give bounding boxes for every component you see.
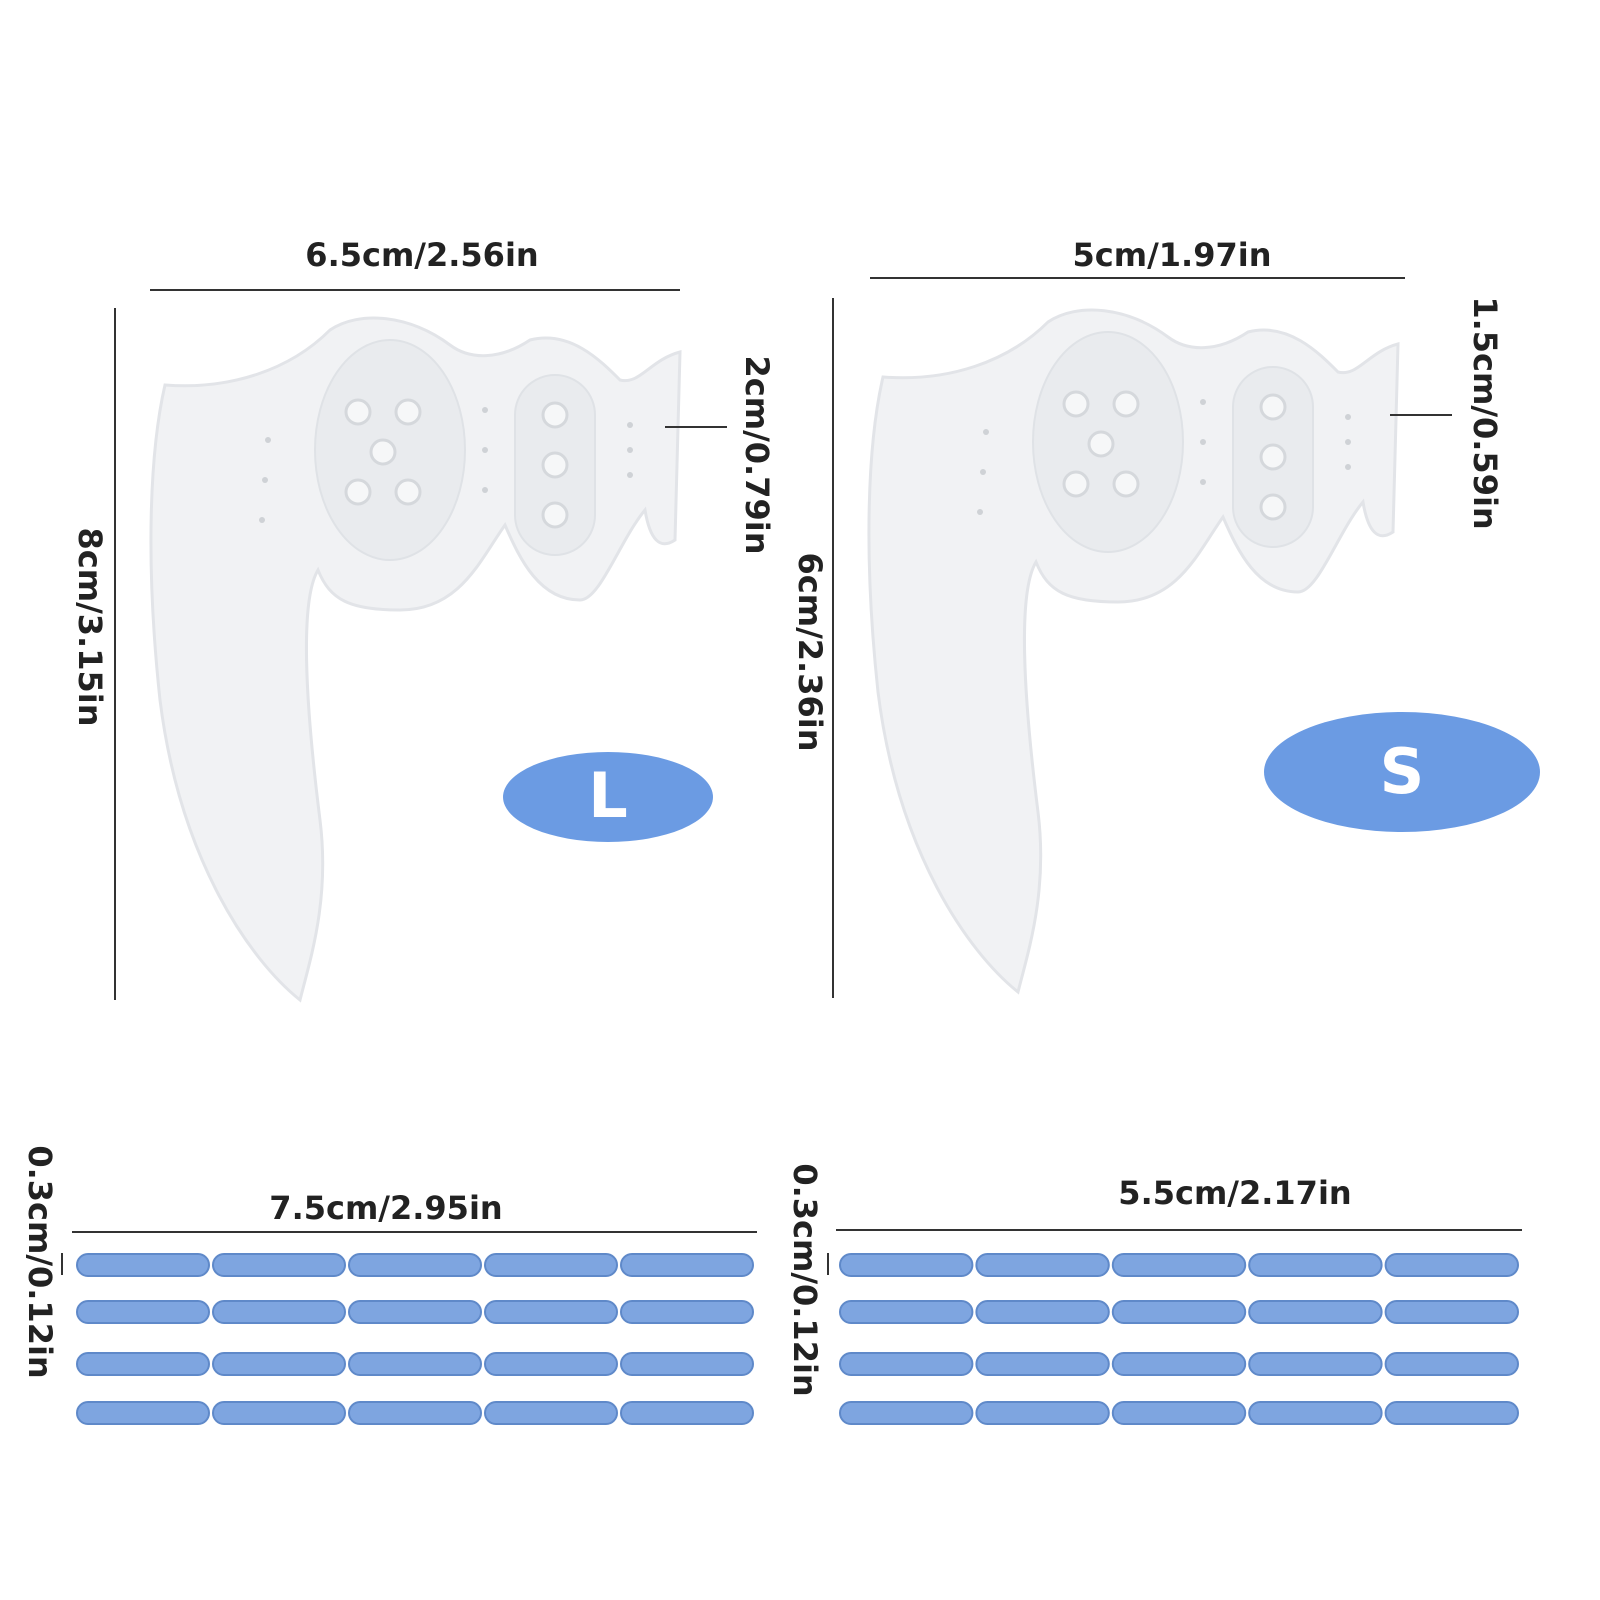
rod-segment — [1384, 1352, 1519, 1376]
rod-segment — [348, 1300, 482, 1324]
rod-segment — [348, 1253, 482, 1277]
rods-large: 7.5cm/2.95in 0.3cm/0.12in — [21, 1145, 757, 1379]
rod-segment — [76, 1401, 210, 1425]
rod-segment — [1111, 1401, 1247, 1425]
rod-segment — [1111, 1352, 1247, 1376]
rod-segment — [348, 1401, 482, 1425]
rod-segment — [839, 1352, 974, 1376]
rod-segment — [1384, 1401, 1519, 1425]
rod-segment — [1248, 1352, 1383, 1376]
rod-segment — [975, 1300, 1110, 1324]
length-label: 5.5cm/2.17in — [1118, 1174, 1351, 1212]
rod-segment — [1248, 1300, 1383, 1324]
size-label: L — [588, 759, 628, 832]
length-label: 7.5cm/2.95in — [269, 1189, 502, 1227]
large-piece: 6.5cm/2.56in 8cm/3.15in 2cm/0.79in L — [71, 236, 776, 1002]
rod-segment — [839, 1300, 974, 1324]
rod-segment — [620, 1352, 754, 1376]
tab-label: 1.5cm/0.59in — [1466, 296, 1504, 529]
thickness-label: 0.3cm/0.12in — [21, 1145, 59, 1378]
rod-segment — [620, 1300, 754, 1324]
rod-segment — [212, 1352, 346, 1376]
thickness-label: 0.3cm/0.12in — [786, 1163, 824, 1396]
rod-segment — [1248, 1253, 1383, 1277]
rod-segment — [620, 1401, 754, 1425]
rod-segment — [484, 1253, 618, 1277]
size-badge — [503, 752, 713, 842]
rod-segment — [620, 1253, 754, 1277]
rod-segment — [484, 1401, 618, 1425]
width-label: 6.5cm/2.56in — [305, 236, 538, 274]
rod-segment — [212, 1253, 346, 1277]
tab-label: 2cm/0.79in — [738, 356, 776, 555]
rod-segment — [839, 1401, 974, 1425]
rod-segment — [975, 1253, 1110, 1277]
rod-segment — [975, 1401, 1110, 1425]
rod-segment — [1384, 1300, 1519, 1324]
size-label: S — [1380, 735, 1425, 808]
rod-segment — [839, 1253, 974, 1277]
rod-segment — [348, 1352, 482, 1376]
rod-segment — [1248, 1401, 1383, 1425]
rod-segment — [975, 1352, 1110, 1376]
rods-small: 5.5cm/2.17in 0.3cm/0.12in — [786, 1163, 1522, 1397]
rod-segment — [484, 1352, 618, 1376]
rod-segment — [1111, 1253, 1247, 1277]
size-badge — [1264, 712, 1540, 832]
height-label: 8cm/3.15in — [71, 528, 109, 727]
height-label: 6cm/2.36in — [791, 553, 829, 752]
rod-segment — [76, 1300, 210, 1324]
rod-segment — [76, 1352, 210, 1376]
rod-segment — [76, 1253, 210, 1277]
rod-segment — [1384, 1253, 1519, 1277]
rod-segment — [212, 1401, 346, 1425]
small-piece: 5cm/1.97in 6cm/2.36in 1.5cm/0.59in S — [791, 236, 1540, 998]
width-label: 5cm/1.97in — [1073, 236, 1272, 274]
rod-segment — [1111, 1300, 1247, 1324]
rod-segment — [484, 1300, 618, 1324]
rod-segment — [212, 1300, 346, 1324]
